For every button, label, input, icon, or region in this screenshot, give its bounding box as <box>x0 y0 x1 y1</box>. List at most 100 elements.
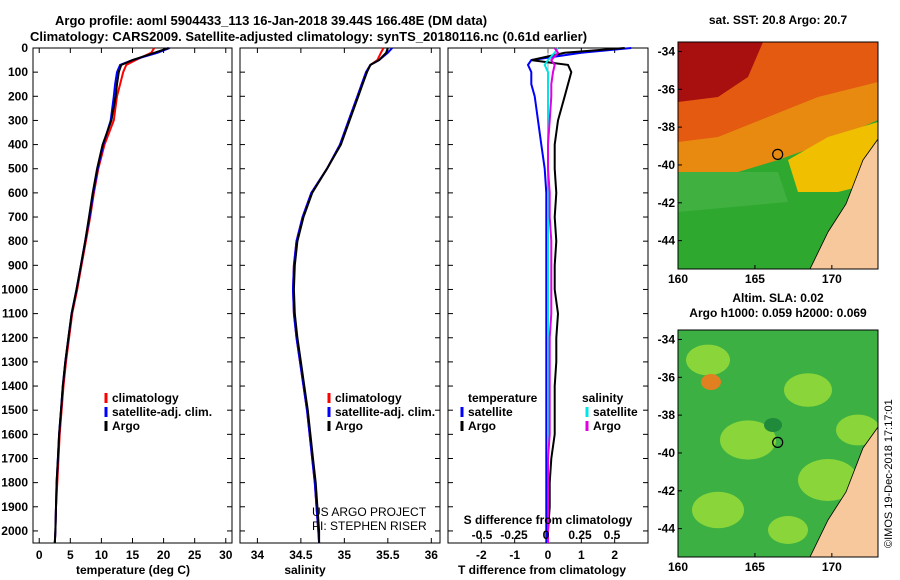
x-tick-label: 34.5 <box>289 548 313 562</box>
depth-tick-label: 900 <box>8 258 28 272</box>
depth-tick-label: 800 <box>8 234 28 248</box>
x-tick-label: -1 <box>509 548 520 562</box>
top-tick-label: 0 <box>543 528 550 542</box>
map-y-tick-label: -36 <box>658 370 676 384</box>
x-tick-label: 34 <box>251 548 265 562</box>
legend-title-temperature: temperature <box>468 391 538 405</box>
x-tick-label: 2 <box>611 548 618 562</box>
x-tick-label: 0 <box>36 548 43 562</box>
depth-tick-label: 1800 <box>1 476 28 490</box>
depth-tick-label: 0 <box>21 41 28 55</box>
land-new-zealand <box>809 138 878 269</box>
sst-green-patch <box>678 172 788 212</box>
sst-hottest <box>678 42 763 102</box>
depth-tick-label: 1600 <box>1 427 28 441</box>
sla-blob <box>692 491 744 529</box>
depth-tick-label: 1200 <box>1 331 28 345</box>
series-line-salinity-Argo <box>547 47 560 543</box>
map-y-tick-label: -40 <box>658 158 676 172</box>
map-x-tick-label: 160 <box>668 272 688 286</box>
x-tick-label: 20 <box>157 548 171 562</box>
map-x-tick-label: 160 <box>668 560 688 574</box>
legend-label: satellite <box>593 405 638 419</box>
top-tick-label: -0.25 <box>500 528 528 542</box>
legend-label: climatology <box>112 391 179 405</box>
series-line-Argo <box>53 47 169 544</box>
sst-map-frame <box>677 41 879 270</box>
x-tick-label: 10 <box>95 548 109 562</box>
depth-tick-label: 1700 <box>1 451 28 465</box>
legend-label: climatology <box>335 391 402 405</box>
legend-title-salinity: salinity <box>582 391 624 405</box>
argo-location-marker <box>772 436 784 448</box>
legend-label: Argo <box>593 419 621 433</box>
map-y-tick-label: -34 <box>658 332 676 346</box>
map-y-tick-label: -38 <box>658 408 676 422</box>
depth-tick-label: 200 <box>8 89 28 103</box>
x-tick-label: 35 <box>338 548 352 562</box>
map-x-tick-label: 170 <box>822 560 842 574</box>
x-axis-label-salinity: salinity <box>284 563 326 577</box>
sla-map-title-line2: Argo h1000: 0.059 h2000: 0.069 <box>689 306 867 320</box>
legend-label: Argo <box>468 419 496 433</box>
imos-stamp: ©IMOS 19-Dec-2018 17:17:01 <box>883 399 895 548</box>
plot-frame-temperature <box>32 47 233 544</box>
x-tick-label: 36 <box>425 548 439 562</box>
depth-tick-label: 2000 <box>1 524 28 538</box>
x-axis-label-differences: T difference from climatology <box>458 563 626 577</box>
sla-blob <box>784 373 832 407</box>
credit-pi: PI: STEPHEN RISER <box>312 519 427 533</box>
sla-blob <box>720 420 776 460</box>
depth-tick-label: 1100 <box>2 307 28 321</box>
legend-label: satellite <box>468 405 513 419</box>
map-x-tick-label: 165 <box>745 272 765 286</box>
top-tick-label: 0.25 <box>568 528 592 542</box>
figure-title-line2: Climatology: CARS2009. Satellite-adjuste… <box>30 29 588 44</box>
plot-frame-salinity <box>239 47 441 544</box>
legend-label: satellite-adj. clim. <box>335 405 435 419</box>
depth-tick-label: 1400 <box>1 379 28 393</box>
x-tick-label: 30 <box>219 548 233 562</box>
depth-tick-label: 300 <box>8 113 28 127</box>
map-y-tick-label: -40 <box>658 446 676 460</box>
top-axis-label: S difference from climatology <box>464 513 633 527</box>
depth-tick-label: 1500 <box>1 403 28 417</box>
series-line-temperature-satellite <box>526 47 632 543</box>
x-tick-label: -2 <box>476 548 487 562</box>
figure-title-line1: Argo profile: aoml 5904433_113 16-Jan-20… <box>55 13 488 28</box>
depth-tick-label: 600 <box>8 186 28 200</box>
x-tick-label: 0 <box>545 548 552 562</box>
map-y-tick-label: -38 <box>658 120 676 134</box>
sla-low <box>764 418 782 432</box>
sst-field <box>678 42 878 269</box>
sst-map-title: sat. SST: 20.8 Argo: 20.7 <box>709 13 848 27</box>
map-y-tick-label: -42 <box>658 484 676 498</box>
map-x-tick-label: 170 <box>822 272 842 286</box>
map-y-tick-label: -44 <box>658 522 676 536</box>
top-tick-label: 0.5 <box>604 528 621 542</box>
sst-yellow <box>788 122 878 192</box>
land-new-zealand <box>809 426 878 557</box>
legend-label: Argo <box>112 419 140 433</box>
credit-project: US ARGO PROJECT <box>312 505 427 519</box>
sla-map-frame <box>677 329 879 558</box>
map-y-tick-label: -44 <box>658 234 676 248</box>
series-line-satellite-adj.-clim. <box>291 47 393 544</box>
depth-tick-label: 1900 <box>1 500 28 514</box>
top-tick-label: -0.5 <box>472 528 493 542</box>
legend-label: satellite-adj. clim. <box>112 405 212 419</box>
series-line-climatology <box>291 47 385 544</box>
x-axis-label-temperature: temperature (deg C) <box>76 563 190 577</box>
sla-blob <box>798 459 858 501</box>
sla-blob <box>686 344 730 376</box>
depth-tick-label: 500 <box>8 162 28 176</box>
argo-location-marker <box>772 148 784 160</box>
depth-tick-label: 100 <box>8 65 28 79</box>
series-line-temperature-Argo <box>531 47 625 543</box>
sla-high <box>701 374 721 390</box>
series-line-climatology <box>53 47 156 544</box>
x-tick-label: 35.5 <box>376 548 400 562</box>
depth-tick-label: 1300 <box>1 355 28 369</box>
series-line-Argo <box>292 47 389 543</box>
